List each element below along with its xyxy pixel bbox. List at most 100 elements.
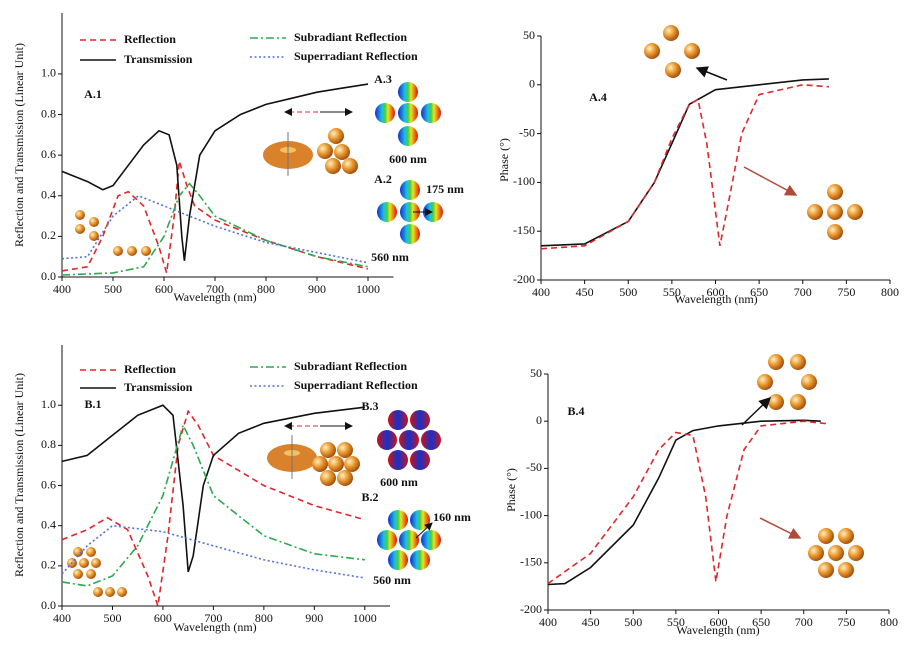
y-tick-label: 0: [529, 77, 535, 91]
legend-label: Superradiant Reflection: [294, 378, 418, 392]
x-axis-label: Wavelength (nm): [173, 620, 256, 634]
x-axis-label: Wavelength (nm): [173, 290, 256, 304]
y-tick-label: 0.6: [41, 477, 56, 491]
y-tick-label: 0.2: [41, 558, 56, 572]
y-tick-label: 50: [523, 28, 535, 42]
x-tick-label: 700: [794, 285, 812, 299]
series-line: [61, 404, 365, 573]
y-tick-label: 1.0: [41, 66, 56, 80]
x-tick-label: 500: [104, 282, 122, 296]
series-line: [540, 83, 829, 250]
x-tick-label: 550: [663, 285, 681, 299]
annotation: A.4: [589, 90, 607, 104]
x-tick-label: 800: [255, 611, 273, 625]
annotation: 600 nm: [389, 152, 427, 166]
x-tick-label: 600: [710, 615, 728, 629]
x-tick-label: 600: [154, 611, 172, 625]
y-tick-label: -150: [520, 555, 542, 569]
legend-label: Superradiant Reflection: [294, 49, 418, 63]
x-tick-label: 600: [155, 282, 173, 296]
series-line: [61, 423, 365, 587]
x-tick-label: 450: [582, 615, 600, 629]
annotation: 175 nm: [426, 182, 464, 196]
x-tick-label: 750: [837, 285, 855, 299]
annotation: B.1: [84, 397, 101, 411]
x-tick-label: 400: [53, 282, 71, 296]
x-tick-label: 800: [880, 615, 898, 629]
legend-label: Transmission: [124, 52, 193, 66]
x-tick-label: 800: [257, 282, 275, 296]
x-axis-label: Wavelength (nm): [674, 292, 757, 306]
x-tick-label: 750: [837, 615, 855, 629]
x-tick-label: 500: [619, 285, 637, 299]
x-tick-label: 500: [103, 611, 121, 625]
x-tick-label: 900: [308, 282, 326, 296]
x-tick-label: 900: [305, 611, 323, 625]
x-tick-label: 400: [53, 611, 71, 625]
annotation: 560 nm: [373, 573, 411, 587]
x-tick-label: 650: [750, 285, 768, 299]
y-axis-label: Phase (°): [497, 138, 511, 182]
series-line: [61, 83, 369, 261]
y-axis-label: Phase (°): [504, 468, 518, 512]
y-tick-label: 50: [530, 366, 542, 380]
x-axis-label: Wavelength (nm): [676, 623, 759, 637]
icons: [67, 25, 864, 597]
x-tick-label: 550: [667, 615, 685, 629]
annotation: 600 nm: [380, 475, 418, 489]
x-tick-label: 500: [624, 615, 642, 629]
x-tick-label: 700: [206, 282, 224, 296]
y-tick-label: 0: [536, 413, 542, 427]
series-line: [547, 420, 830, 585]
y-tick-label: 0.2: [41, 228, 56, 242]
annotation: B.2: [361, 490, 378, 504]
y-tick-label: -100: [520, 507, 542, 521]
x-tick-label: 1000: [356, 282, 380, 296]
y-tick-label: 1.0: [41, 397, 56, 411]
series-line: [61, 160, 369, 274]
series-line: [547, 419, 821, 586]
y-tick-label: 0.6: [41, 147, 56, 161]
y-tick-label: -50: [519, 125, 535, 139]
series-line: [61, 524, 365, 579]
x-tick-label: 450: [576, 285, 594, 299]
series-line: [61, 182, 369, 276]
y-axis-label: Reflection and Transmission (Linear Unit…: [12, 43, 26, 247]
x-tick-label: 1000: [353, 611, 377, 625]
y-tick-label: 0.4: [41, 188, 56, 202]
x-tick-label: 700: [795, 615, 813, 629]
legend-label: Subradiant Reflection: [294, 30, 407, 44]
x-tick-label: 400: [532, 285, 550, 299]
y-tick-label: -100: [513, 174, 535, 188]
series-line: [540, 78, 829, 247]
y-tick-label: 0.0: [41, 269, 56, 283]
y-tick-label: 0.8: [41, 437, 56, 451]
x-tick-label: 400: [539, 615, 557, 629]
x-tick-label: 800: [881, 285, 899, 299]
x-tick-label: 600: [707, 285, 725, 299]
y-tick-label: -50: [526, 460, 542, 474]
annotation: 160 nm: [433, 510, 471, 524]
annotation: A.3: [374, 72, 392, 86]
y-tick-label: -200: [513, 272, 535, 286]
y-tick-label: -200: [520, 602, 542, 616]
legend-label: Subradiant Reflection: [294, 359, 407, 373]
y-tick-label: 0.4: [41, 517, 56, 531]
legend-label: Reflection: [124, 32, 176, 46]
annotation: B.3: [361, 399, 378, 413]
annotation: 560 nm: [371, 250, 409, 264]
annotation: A.1: [84, 87, 102, 101]
series-line: [61, 194, 369, 264]
legend-label: Transmission: [124, 380, 193, 394]
y-tick-label: -150: [513, 223, 535, 237]
legend-label: Reflection: [124, 362, 176, 376]
y-axis-label: Reflection and Transmission (Linear Unit…: [12, 373, 26, 577]
y-tick-label: 0.0: [41, 598, 56, 612]
x-tick-label: 650: [752, 615, 770, 629]
annotation: B.4: [567, 404, 584, 418]
series-line: [61, 409, 366, 607]
y-tick-label: 0.8: [41, 106, 56, 120]
annotation: A.2: [374, 172, 392, 186]
x-tick-label: 700: [204, 611, 222, 625]
